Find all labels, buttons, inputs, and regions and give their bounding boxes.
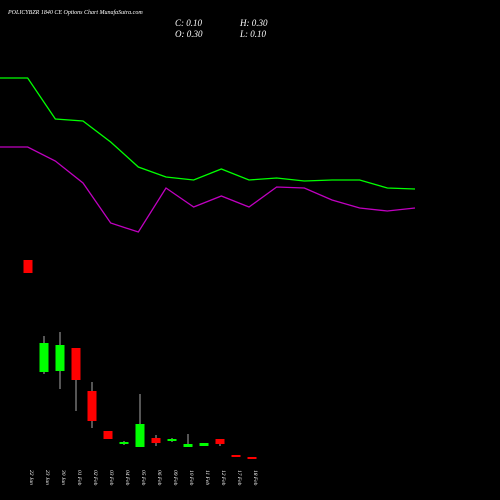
close-label: C: 0.10 bbox=[175, 18, 203, 28]
x-tick-label: 12 Feb bbox=[220, 470, 226, 486]
candle-body bbox=[87, 391, 97, 421]
candle-body bbox=[183, 444, 193, 447]
x-tick-label: 17 Feb bbox=[236, 470, 242, 486]
candle-body bbox=[23, 260, 33, 273]
line-series bbox=[0, 146, 416, 233]
x-tick-label: 11 Feb bbox=[204, 470, 210, 485]
x-tick-label: 18 Feb bbox=[252, 470, 258, 486]
x-tick-label: 23 Jan bbox=[44, 470, 50, 485]
open-label: O: 0.30 bbox=[175, 29, 203, 39]
chart-title: POLICYBZR 1840 CE Options Chart MunafaSu… bbox=[7, 9, 143, 16]
x-tick-label: 22 Jan bbox=[28, 470, 34, 485]
candle-body bbox=[215, 439, 225, 444]
x-tick-label: 04 Feb bbox=[124, 470, 131, 486]
x-tick-label: 09 Feb bbox=[172, 470, 178, 486]
x-tick-label: 02 Feb bbox=[92, 470, 98, 486]
low-label: L: 0.10 bbox=[239, 29, 267, 39]
candle-body bbox=[247, 457, 257, 459]
candle-body bbox=[167, 439, 177, 441]
x-tick-label: 10 Feb bbox=[188, 470, 194, 486]
x-tick-label: 30 Jan bbox=[60, 469, 66, 485]
candle-body bbox=[71, 348, 81, 380]
high-label: H: 0.30 bbox=[239, 18, 268, 28]
x-tick-label: 01 Feb bbox=[76, 470, 82, 486]
x-tick-label: 05 Feb bbox=[140, 470, 146, 486]
candle-body bbox=[135, 424, 145, 447]
x-tick-label: 03 Feb bbox=[108, 470, 114, 486]
candle-body bbox=[103, 431, 113, 439]
candle-body bbox=[199, 443, 209, 446]
candle-body bbox=[119, 442, 129, 444]
candle-body bbox=[55, 345, 65, 371]
line-series bbox=[0, 77, 416, 190]
candle-body bbox=[231, 455, 241, 457]
candle-body bbox=[151, 438, 161, 443]
candle-body bbox=[39, 343, 49, 372]
x-tick-label: 06 Feb bbox=[156, 470, 162, 486]
